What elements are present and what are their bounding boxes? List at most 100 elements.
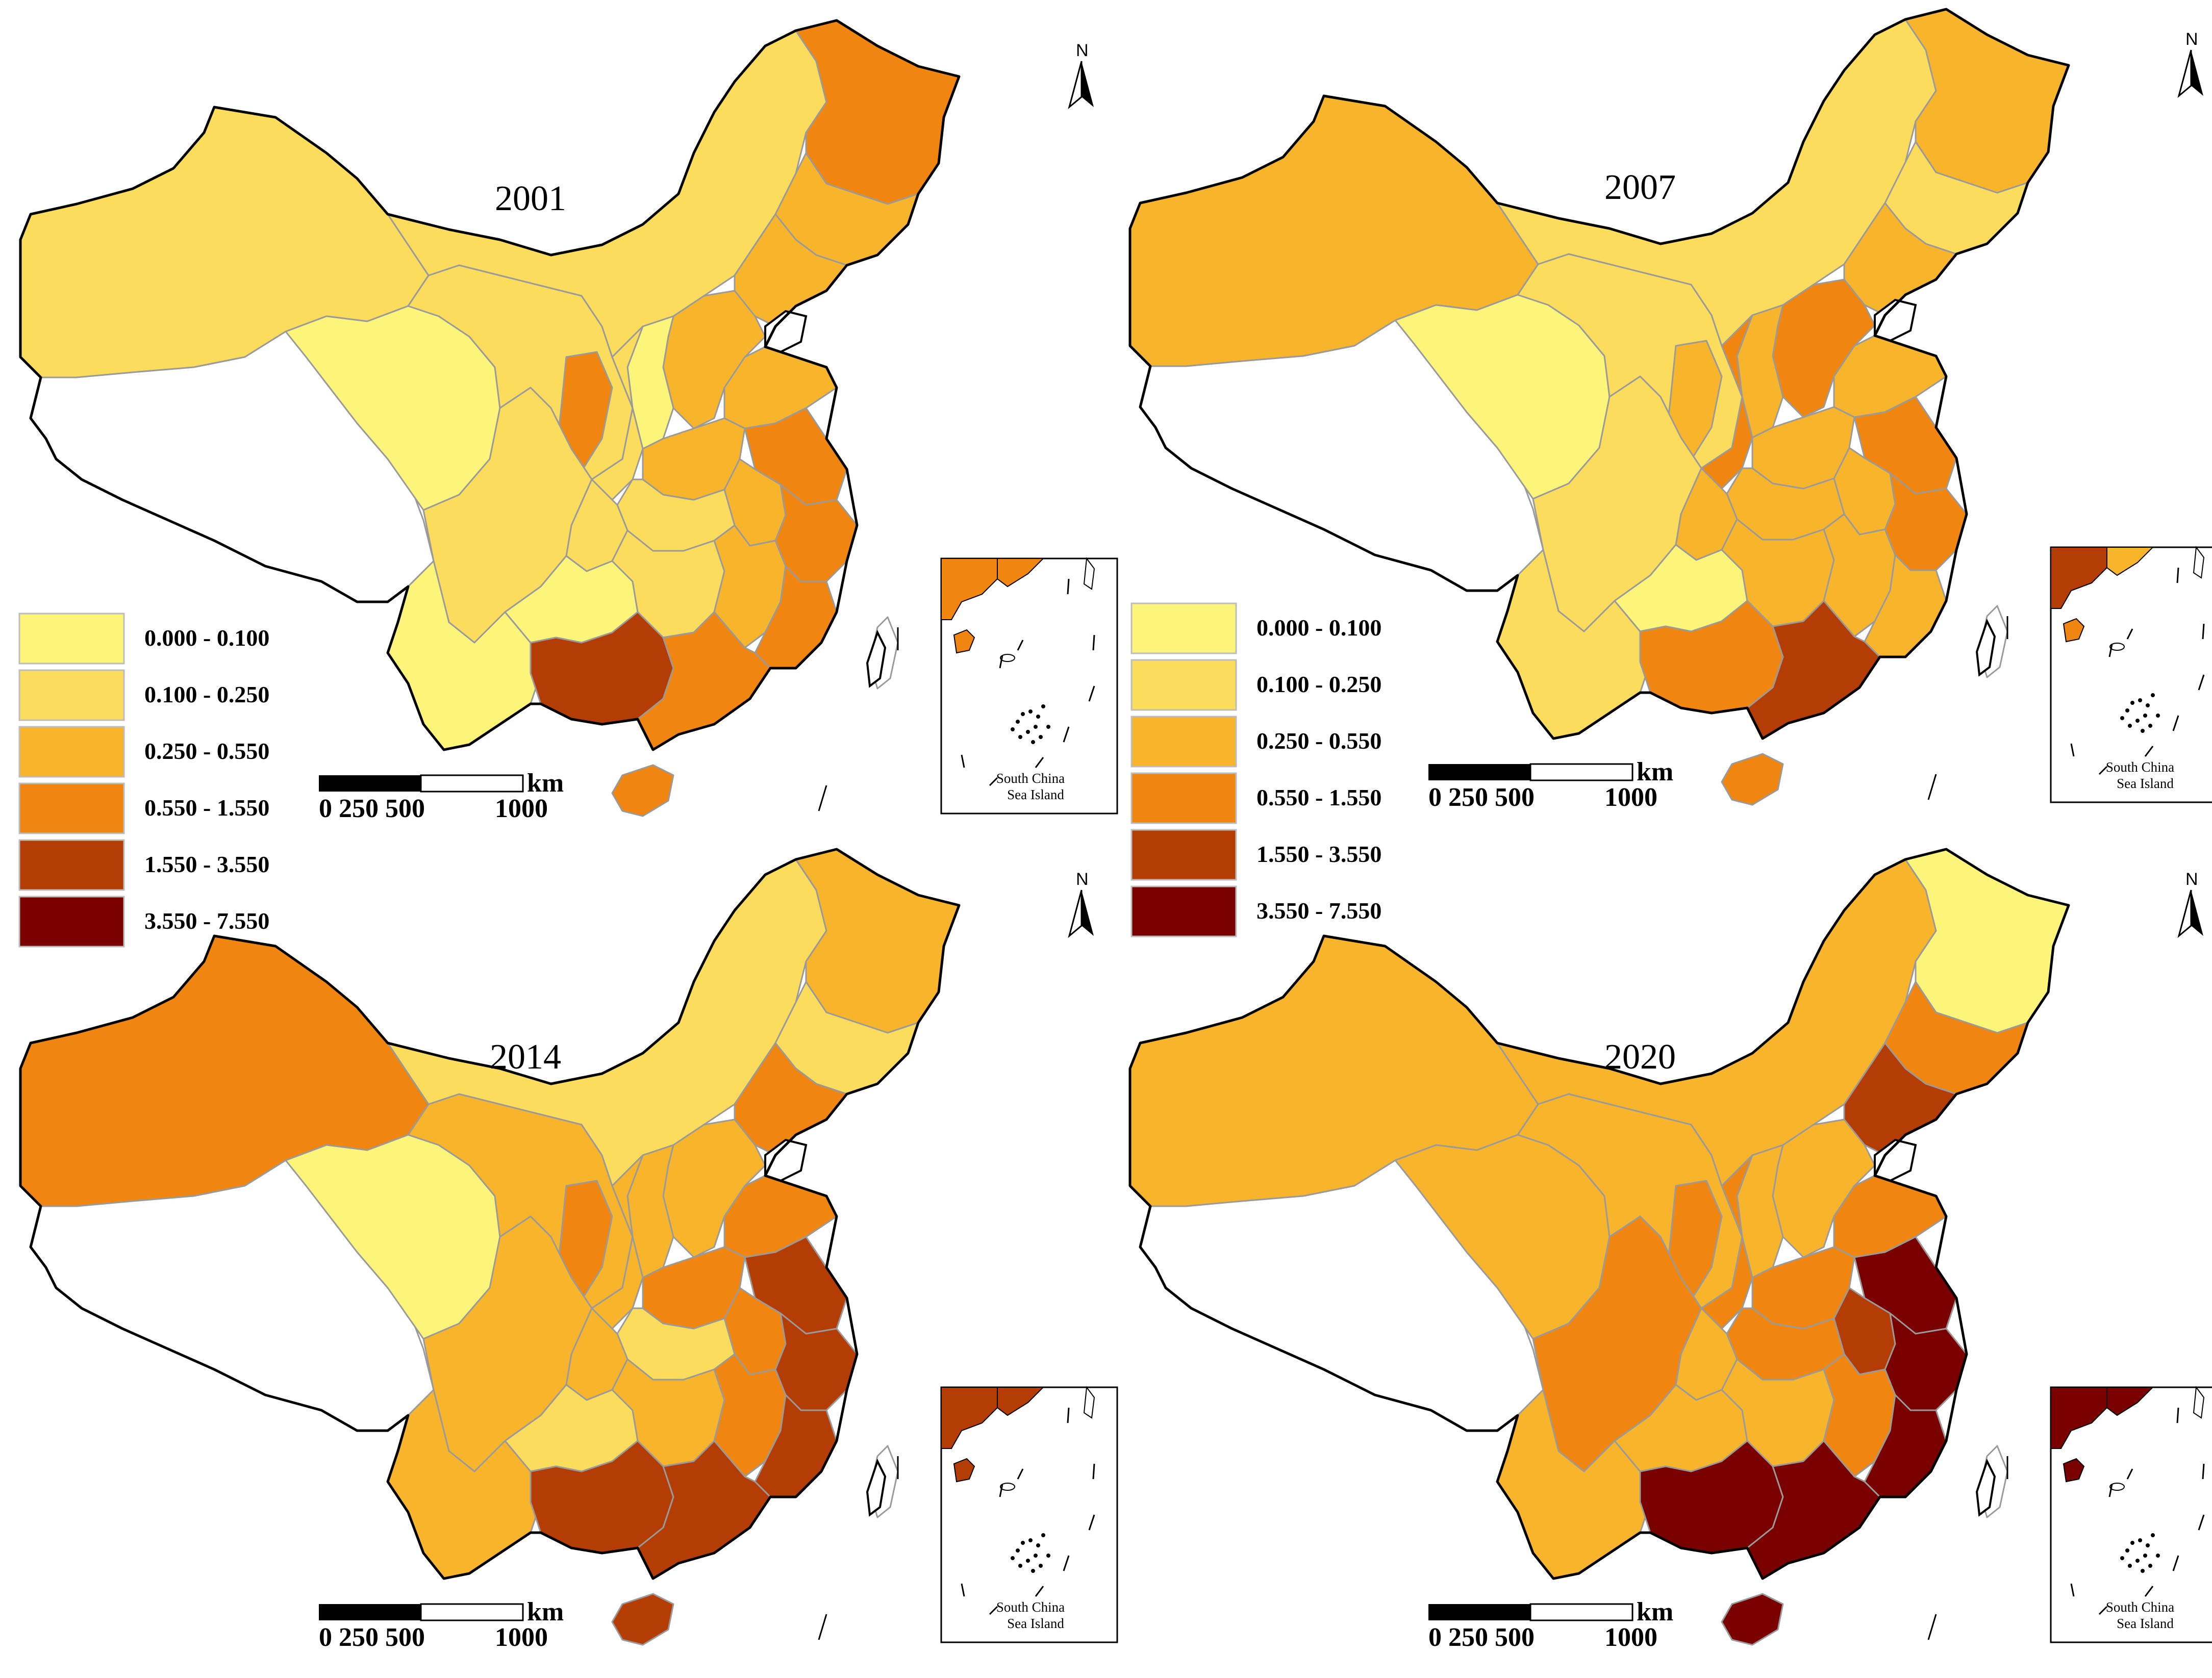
inset-island (1041, 1533, 1045, 1537)
scale-bar: km 0 250 500 1000 (319, 769, 564, 823)
inset-frame (940, 1386, 1118, 1643)
inset-fujian (997, 1387, 1045, 1416)
scale-bar-black-segment (319, 775, 421, 792)
legend-item: 3.550 - 7.550 (1130, 885, 1381, 937)
inset-island (1039, 1564, 1043, 1568)
north-label: N (1076, 870, 1089, 889)
scale-bar: km 0 250 500 1000 (1428, 757, 1673, 812)
legend-item: 1.550 - 3.550 (1130, 829, 1381, 881)
inset-fujian (2106, 1387, 2154, 1416)
scale-ticks: 0 250 500 (1428, 1623, 1535, 1652)
inset-island (2125, 1548, 2129, 1553)
inset-taiwan (1083, 557, 1095, 590)
scale-unit: km (527, 1597, 564, 1626)
scale-bar-black-segment (1428, 764, 1530, 780)
inset-label-line1: South China (996, 1599, 1065, 1615)
legend-item: 0.100 - 0.250 (1130, 659, 1381, 711)
inset-island (1034, 1554, 1038, 1558)
inset-label-line2: Sea Island (2117, 1616, 2174, 1631)
inset-island (2151, 693, 2155, 697)
scale-end: 1000 (495, 794, 548, 823)
legend-label: 1.550 - 3.550 (144, 851, 269, 877)
legend-swatch (18, 896, 125, 948)
inset-island (1046, 725, 1050, 729)
north-label: N (2185, 30, 2198, 49)
legend-swatch (1130, 602, 1237, 654)
legend-label: 1.550 - 3.550 (1256, 841, 1381, 867)
inset-island (2128, 1564, 2132, 1568)
country-outline (19, 848, 961, 1580)
legend-item: 0.250 - 0.550 (1130, 716, 1381, 768)
country-outline (19, 19, 961, 751)
inset-island (2146, 1543, 2150, 1547)
country-outline (1128, 848, 2070, 1580)
inset-island (2130, 1541, 2134, 1545)
scale-bar-black-segment (319, 1604, 421, 1620)
scale-bar-white-segment (420, 1603, 524, 1621)
inset-island (1011, 727, 1015, 731)
taiwan-island (1975, 618, 1996, 677)
inset-island (2151, 1533, 2155, 1537)
inset-island (1036, 1543, 1040, 1547)
north-arrow-left-half (1068, 889, 1083, 938)
legend-swatch (18, 669, 125, 721)
inset-label-line1: South China (2106, 759, 2174, 775)
boundary-dash (818, 627, 899, 811)
inset-island (1039, 735, 1043, 739)
country-outline (1128, 8, 2070, 740)
legend: 0.000 - 0.100 0.100 - 0.250 0.250 - 0.550 0… (1130, 602, 1381, 937)
inset-island (2130, 701, 2134, 705)
inset-island (2156, 714, 2160, 718)
legend-item: 0.550 - 1.550 (1130, 772, 1381, 824)
province-layer (19, 848, 961, 1646)
inset-island (1000, 654, 1015, 662)
legend-item: 0.250 - 0.550 (18, 726, 269, 778)
legend-swatch (1130, 772, 1237, 824)
boundary-dash (1927, 616, 2008, 800)
legend-swatch (18, 782, 125, 834)
legend-item: 0.000 - 0.100 (18, 613, 269, 665)
inset-label-line2: Sea Island (1007, 787, 1064, 802)
north-arrow-left-half (2177, 889, 2192, 938)
legend: 0.000 - 0.100 0.100 - 0.250 0.250 - 0.550 0… (18, 613, 269, 948)
legend-swatch (1130, 716, 1237, 768)
scale-end: 1000 (1604, 783, 1657, 812)
inset-label-line1: South China (2106, 1599, 2174, 1615)
inset-hainan (2063, 1458, 2085, 1483)
scale-ticks: 0 250 500 (319, 794, 425, 823)
legend-label: 0.250 - 0.550 (1256, 728, 1381, 754)
province-hainan (611, 1593, 674, 1646)
north-arrow: N (2177, 30, 2203, 98)
inset-island (1031, 1569, 1035, 1573)
legend-swatch (18, 839, 125, 891)
inset-island (2146, 703, 2150, 707)
legend-label: 0.550 - 1.550 (1256, 784, 1381, 810)
north-arrow: N (1068, 41, 1094, 110)
north-arrow-left-half (1068, 61, 1083, 110)
inset-island (2141, 1569, 2145, 1573)
inset-island (1036, 715, 1040, 719)
north-arrow: N (2177, 870, 2203, 938)
inset-island (2138, 1538, 2142, 1542)
inset-label-line1: South China (996, 771, 1065, 786)
inset-island (2135, 1559, 2140, 1563)
legend-swatch (1130, 885, 1237, 937)
inset-taiwan (2193, 546, 2205, 579)
inset-island (1021, 712, 1025, 716)
year-label: 2001 (495, 179, 566, 218)
north-arrow-left-half (2177, 49, 2192, 98)
scale-bar-white-segment (420, 774, 524, 793)
inset-hainan (2063, 618, 2085, 643)
scale-end: 1000 (495, 1623, 548, 1652)
inset-label-line2: Sea Island (1007, 1616, 1064, 1631)
province-layer (19, 19, 961, 817)
inset-taiwan (1083, 1386, 1095, 1419)
taiwan-island (866, 1458, 887, 1517)
scale-unit: km (1637, 757, 1673, 786)
